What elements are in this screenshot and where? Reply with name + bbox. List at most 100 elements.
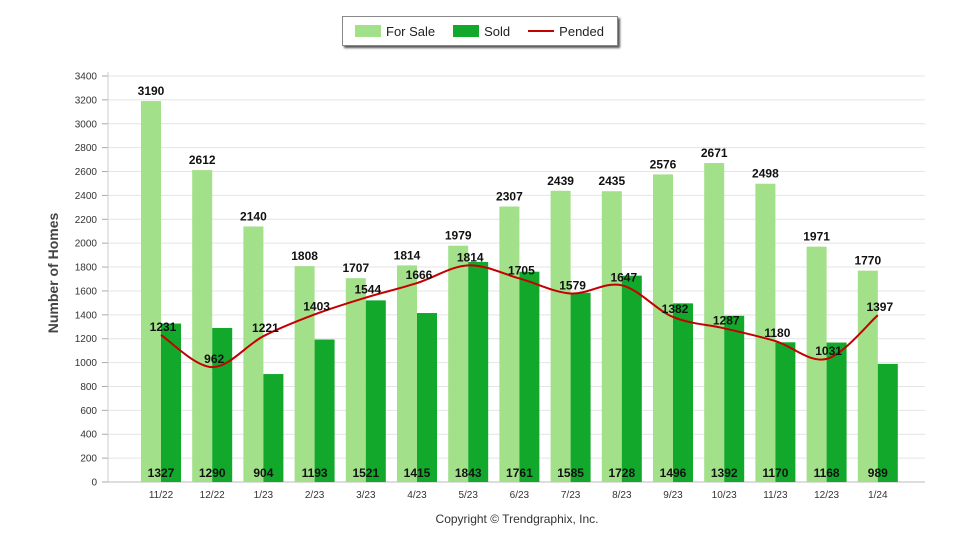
- for-sale-bar: [345, 278, 366, 482]
- x-tick-label: 12/23: [814, 490, 839, 501]
- sold-value-label: 1761: [506, 466, 533, 480]
- x-tick-label: 7/23: [561, 490, 581, 501]
- pended-line-layer: [160, 264, 879, 369]
- for-sale-value-label: 2612: [189, 153, 216, 167]
- axes: 0 200 400 600 800 1000 1200 1400 1600 1800 2000 220…: [75, 72, 925, 501]
- y-tick-label: 2600: [75, 167, 98, 178]
- copyright-text: Copyright © Trendgraphix, Inc.: [435, 512, 599, 526]
- for-sale-bar: [601, 191, 622, 482]
- legend-swatch-for-sale: [355, 25, 381, 37]
- for-sale-bar: [499, 206, 520, 482]
- sold-bar: [877, 363, 898, 482]
- for-sale-value-label: 2435: [598, 174, 625, 188]
- pended-value-label: 962: [204, 352, 224, 366]
- for-sale-bar: [397, 265, 417, 482]
- for-sale-value-label: 2140: [240, 209, 267, 223]
- legend-label-pended: Pended: [559, 23, 604, 39]
- for-sale-value-label: 3190: [138, 84, 165, 98]
- sold-value-label: 1193: [302, 466, 328, 480]
- for-sale-bar: [448, 245, 469, 482]
- sold-value-label: 1290: [199, 466, 226, 480]
- sold-value-label: 1415: [404, 466, 431, 480]
- for-sale-bar: [243, 226, 264, 482]
- pended-value-label: 1287: [713, 313, 740, 327]
- sold-value-label: 989: [868, 466, 888, 480]
- for-sale-value-label: 1808: [291, 249, 318, 263]
- legend-item-sold: Sold: [453, 24, 510, 39]
- for-sale-bar: [192, 170, 213, 482]
- pended-value-label: 1180: [764, 326, 790, 340]
- pended-value-label: 1814: [457, 250, 484, 264]
- x-tick-label: 6/23: [510, 490, 530, 501]
- for-sale-value-label: 2671: [701, 146, 728, 160]
- sold-bar: [775, 342, 796, 482]
- data-labels: 3190 2612 2140 1808 1707 1814 1979 2307 2439 2435…: [138, 84, 894, 480]
- for-sale-bar: [755, 183, 776, 482]
- pended-line: [160, 264, 879, 369]
- for-sale-value-label: 1979: [445, 229, 472, 243]
- sold-value-label: 1392: [711, 466, 738, 480]
- pended-value-label: 1221: [252, 321, 279, 335]
- legend-item-pended: Pended: [528, 24, 604, 39]
- y-tick-label: 2000: [75, 239, 98, 250]
- sold-value-label: 1728: [608, 466, 635, 480]
- y-tick-label: 1000: [75, 358, 98, 369]
- sold-bar: [161, 323, 181, 482]
- sold-value-label: 1327: [148, 466, 175, 480]
- for-sale-bar: [857, 270, 878, 482]
- for-sale-value-label: 1770: [854, 254, 881, 268]
- y-tick-label: 3400: [75, 72, 98, 83]
- y-tick-label: 1800: [75, 263, 98, 274]
- y-tick-label: 0: [91, 478, 97, 489]
- sold-bar: [263, 374, 284, 482]
- for-sale-bar: [704, 163, 725, 482]
- y-tick-label: 2800: [75, 143, 98, 154]
- y-tick-label: 400: [80, 430, 97, 441]
- sold-bar: [519, 271, 540, 482]
- x-tick-label: 11/22: [149, 490, 174, 501]
- x-tick-label: 11/23: [763, 490, 788, 501]
- pended-value-label: 1579: [559, 278, 586, 292]
- for-sale-value-label: 1971: [803, 230, 830, 244]
- legend-label-for-sale: For Sale: [386, 23, 436, 39]
- for-sale-value-label: 1814: [394, 248, 421, 262]
- y-tick-label: 1400: [75, 310, 98, 321]
- x-tick-label: 10/23: [712, 490, 737, 501]
- y-tick-label: 3000: [75, 119, 98, 130]
- y-axis-label: Number of Homes: [45, 213, 61, 334]
- pended-value-label: 1544: [354, 283, 381, 297]
- sold-bar: [314, 339, 335, 482]
- x-tick-label: 2/23: [305, 490, 325, 501]
- y-tick-label: 2200: [75, 215, 98, 226]
- pended-value-label: 1031: [815, 344, 842, 358]
- pended-value-label: 1397: [866, 300, 893, 314]
- x-tick-label: 3/23: [356, 490, 376, 501]
- pended-value-label: 1231: [150, 320, 177, 334]
- sold-bar: [468, 261, 489, 482]
- x-tick-label: 9/23: [663, 490, 683, 501]
- sold-value-label: 1496: [660, 466, 687, 480]
- sold-value-label: 1521: [352, 466, 379, 480]
- sold-bar: [417, 313, 437, 482]
- y-tick-label: 1200: [75, 334, 98, 345]
- x-tick-label: 5/23: [458, 490, 478, 501]
- sold-bar: [673, 303, 693, 482]
- pended-value-label: 1403: [303, 299, 330, 313]
- for-sale-value-label: 2307: [496, 190, 523, 204]
- for-sale-value-label: 2498: [752, 167, 779, 181]
- for-sale-bar: [550, 190, 571, 482]
- bars: [141, 101, 898, 482]
- pended-value-label: 1647: [610, 270, 637, 284]
- legend-swatch-sold: [453, 25, 480, 37]
- y-tick-label: 2400: [75, 191, 98, 202]
- sold-value-label: 1843: [455, 466, 482, 480]
- legend-label-sold: Sold: [484, 23, 511, 39]
- y-tick-label: 3200: [75, 95, 98, 106]
- x-tick-label: 8/23: [612, 490, 632, 501]
- sold-bar: [212, 327, 233, 482]
- sold-value-label: 904: [253, 466, 273, 480]
- sold-value-label: 1168: [814, 466, 840, 480]
- sold-value-label: 1170: [762, 466, 788, 480]
- legend-swatch-pended: [528, 30, 555, 32]
